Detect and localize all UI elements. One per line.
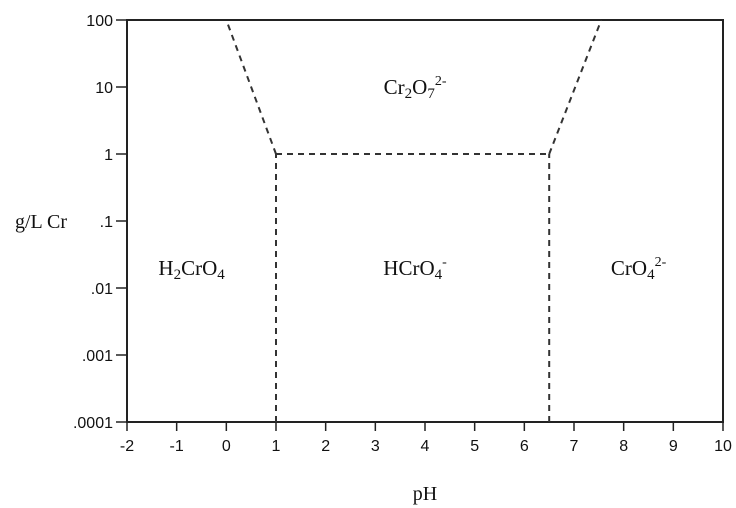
region-label-part: 4: [647, 267, 655, 283]
region-label-part: HCrO: [383, 256, 434, 280]
x-tick-label: 2: [321, 438, 330, 455]
y-tick-label: .0001: [73, 415, 113, 432]
region-label: HCrO4-: [383, 255, 447, 283]
region-label-part: O: [412, 75, 427, 99]
region-label-part: 2-: [435, 74, 447, 89]
x-tick-label: 5: [470, 438, 479, 455]
region-label-part: 7: [427, 86, 435, 102]
x-tick-label: 4: [421, 438, 430, 455]
x-tick-label: 1: [272, 438, 281, 455]
y-tick-label: 100: [86, 13, 113, 30]
region-label-part: 4: [435, 267, 443, 283]
x-tick-label: 6: [520, 438, 529, 455]
region-label-part: -: [442, 255, 447, 270]
region-label-part: 4: [217, 267, 225, 283]
region-label-part: CrO: [611, 256, 647, 280]
x-axis-title: pH: [413, 483, 437, 505]
y-tick-label: .001: [82, 348, 113, 365]
region-label: CrO42-: [611, 255, 667, 283]
x-axis: -2 -1 0 1 2 3 4 5 6 7 8 9 10: [120, 422, 732, 455]
x-tick-label: -2: [120, 438, 134, 455]
y-tick-label: .01: [91, 281, 113, 298]
y-axis-title: g/L Cr: [15, 211, 67, 233]
y-axis: .0001 .001 .01 .1 1 10 100: [73, 13, 127, 432]
y-tick-label: 1: [104, 147, 113, 164]
x-tick-label: -1: [170, 438, 184, 455]
region-label: Cr2O72-: [384, 74, 447, 102]
region-label-part: H: [158, 256, 173, 280]
boundary-h2cro4-cr2o7: [225, 19, 277, 155]
y-tick-label: .1: [100, 214, 113, 231]
x-tick-label: 8: [619, 438, 628, 455]
x-tick-label: 7: [570, 438, 579, 455]
x-tick-label: 0: [222, 438, 231, 455]
region-label-part: CrO: [181, 256, 217, 280]
region-label-part: 2-: [655, 255, 667, 270]
boundary-lines: [225, 19, 603, 422]
x-tick-label: 3: [371, 438, 380, 455]
boundary-cro4-cr2o7: [548, 19, 603, 155]
region-label-part: Cr: [384, 75, 405, 99]
x-tick-label: 10: [714, 438, 732, 455]
x-tick-label: 9: [669, 438, 678, 455]
region-label-part: 2: [174, 267, 182, 283]
region-label-part: 2: [405, 86, 413, 102]
y-tick-label: 10: [95, 80, 113, 97]
region-label: H2CrO4: [158, 256, 225, 283]
